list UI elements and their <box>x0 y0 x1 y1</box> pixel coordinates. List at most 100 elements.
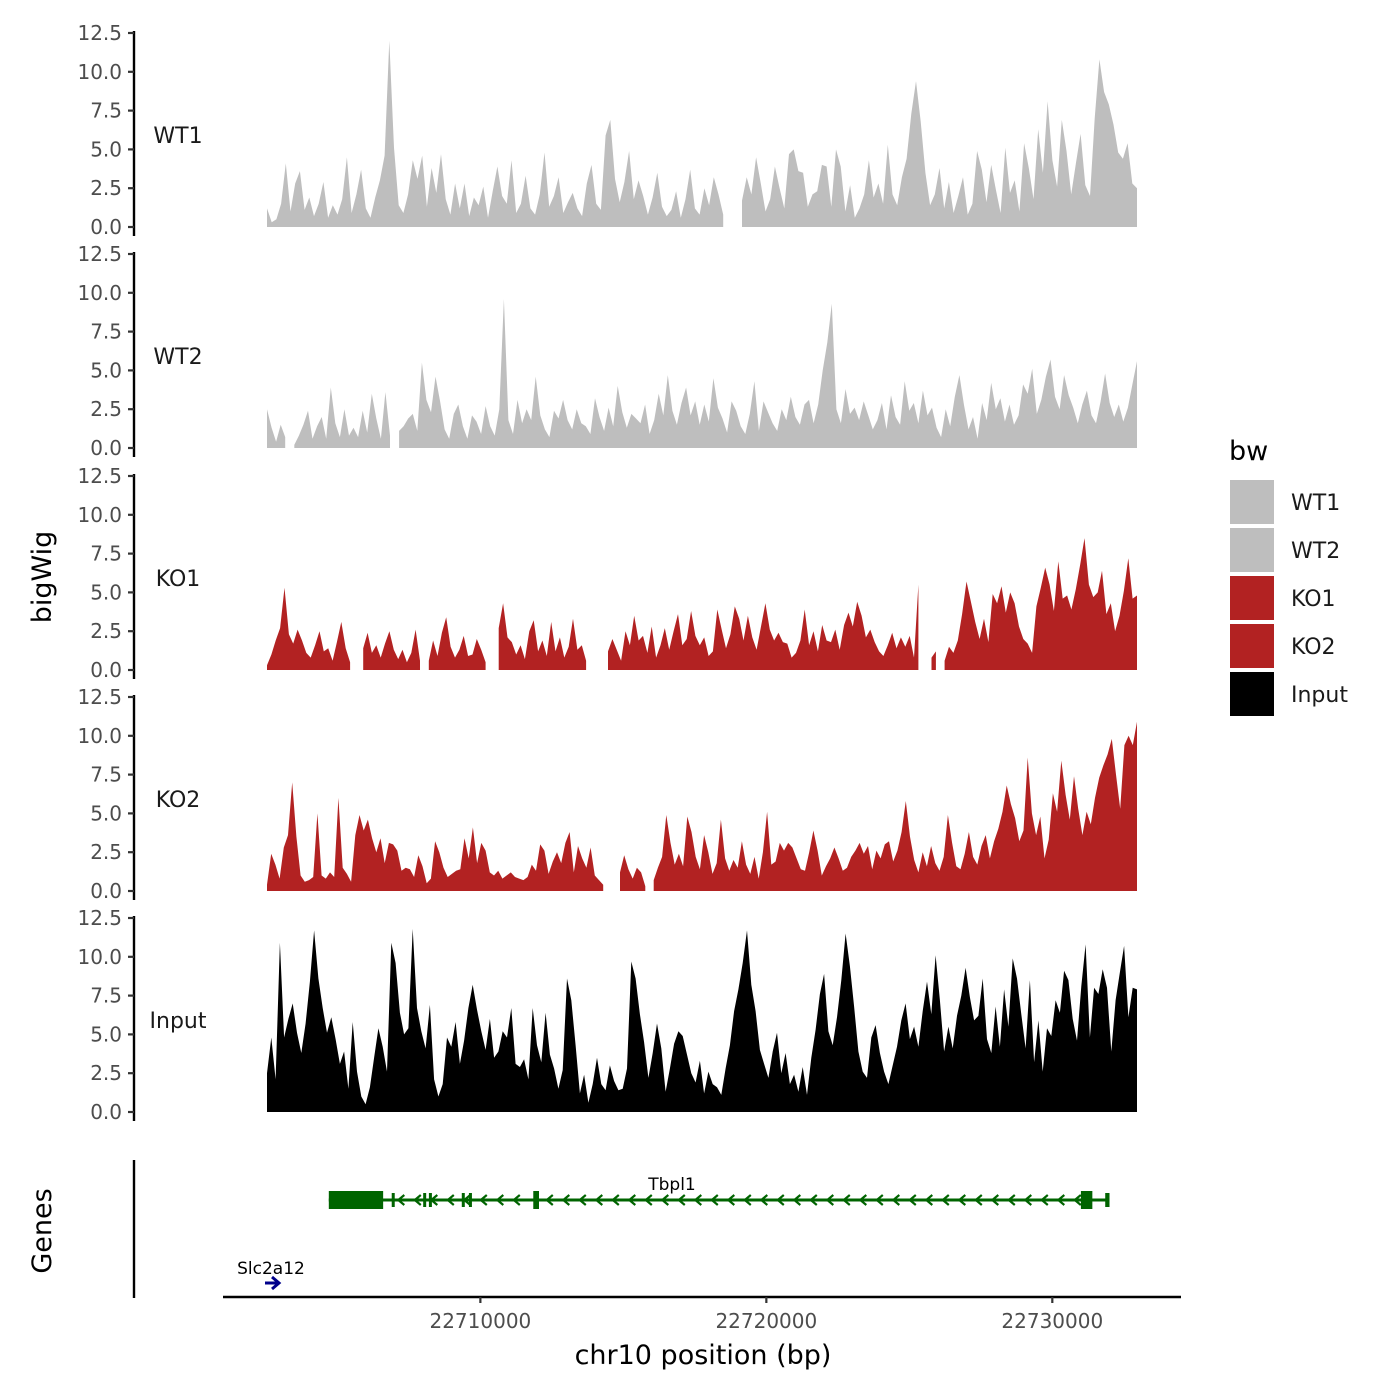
legend-key-ko1 <box>1230 576 1274 620</box>
strand-arrow <box>710 1194 719 1206</box>
coverage-area-wt2 <box>294 387 390 448</box>
strand-arrow <box>1073 1194 1082 1206</box>
genes-axis-title: Genes <box>27 1188 58 1273</box>
gene-exon <box>468 1193 472 1207</box>
gene-exon <box>423 1193 427 1207</box>
strand-arrow <box>990 1194 1000 1206</box>
gene-label-tbpl1: Tbpl1 <box>647 1175 696 1195</box>
y-tick-label: 0.0 <box>90 1100 122 1124</box>
coverage-area-ko1 <box>608 584 919 670</box>
strand-arrow <box>429 1194 439 1206</box>
x-axis-title: chr10 position (bp) <box>575 1340 832 1371</box>
strand-arrow <box>561 1194 571 1206</box>
coverage-area-ko2 <box>620 855 646 891</box>
strand-arrow <box>413 1194 422 1206</box>
strand-arrow <box>1023 1194 1033 1206</box>
legend-key-ko2 <box>1230 624 1274 668</box>
strand-arrow <box>479 1194 488 1206</box>
y-tick-label: 10.0 <box>77 281 122 305</box>
coverage-area-ko2 <box>267 782 604 891</box>
gene-exon <box>391 1193 395 1207</box>
strand-arrow <box>644 1194 653 1206</box>
track-wt1: 0.0 2.5 5.0 7.5 10.0 12.5 WT1 <box>77 21 1137 239</box>
strand-arrow <box>726 1194 736 1206</box>
strand-arrow <box>446 1194 455 1206</box>
strand-arrow <box>611 1194 620 1206</box>
strand-arrow <box>495 1194 505 1206</box>
legend-key-wt1 <box>1230 480 1274 524</box>
y-tick-label: 5.0 <box>90 358 122 382</box>
y-tick-label: 12.5 <box>77 906 122 930</box>
strand-arrow <box>1007 1194 1016 1206</box>
strand-arrow <box>578 1194 587 1206</box>
track-label: WT1 <box>153 124 202 149</box>
legend-label-wt1: WT1 <box>1291 491 1340 516</box>
coverage-area-input <box>267 928 1137 1112</box>
strand-arrow <box>957 1194 967 1206</box>
legend-label-ko2: KO2 <box>1291 635 1336 660</box>
y-tick-label: 2.5 <box>90 1061 122 1085</box>
track-label: Input <box>150 1009 207 1034</box>
strand-arrow <box>759 1194 769 1206</box>
coverage-area-ko1 <box>931 651 936 670</box>
x-tick-label: 22720000 <box>715 1309 817 1333</box>
strand-arrow <box>974 1194 983 1206</box>
x-tick-label: 22730000 <box>1001 1309 1103 1333</box>
track-label: WT2 <box>153 345 202 370</box>
strand-arrow <box>825 1194 835 1206</box>
coverage-area-wt1 <box>267 40 724 227</box>
strand-arrow <box>462 1194 472 1206</box>
coverage-area-wt2 <box>399 299 1138 448</box>
strand-arrow <box>941 1194 950 1206</box>
x-tick-label: 22710000 <box>429 1309 531 1333</box>
y-tick-label: 12.5 <box>77 464 122 488</box>
strand-arrow <box>512 1194 521 1206</box>
strand-arrow <box>858 1194 868 1206</box>
legend: bw WT1 WT2 KO1 KO2 Input <box>1229 436 1348 716</box>
strand-arrow <box>743 1194 752 1206</box>
gene-exon <box>533 1191 539 1209</box>
coverage-area-ko2 <box>653 721 1137 891</box>
y-tick-label: 5.0 <box>90 580 122 604</box>
strand-arrow <box>660 1194 670 1206</box>
coverage-area-ko1 <box>267 587 351 670</box>
strand-arrow <box>545 1194 554 1206</box>
gene-tbpl1: Tbpl1 <box>328 1175 1110 1209</box>
coverage-area-wt2 <box>267 409 286 448</box>
gene-exon <box>1080 1191 1093 1209</box>
strand-arrow <box>842 1194 851 1206</box>
y-tick-label: 12.5 <box>77 685 122 709</box>
strand-arrow <box>677 1194 686 1206</box>
y-tick-label: 10.0 <box>77 724 122 748</box>
y-tick-label: 0.0 <box>90 215 122 239</box>
strand-arrow <box>693 1194 703 1206</box>
coverage-tracks: 0.0 2.5 5.0 7.5 10.0 12.5 WT1 0.0 2.5 5.0 7.5 10.0 1… <box>77 21 1138 1124</box>
strand-arrow <box>776 1194 785 1206</box>
track-wt2: 0.0 2.5 5.0 7.5 10.0 12.5 WT2 <box>77 242 1138 460</box>
strand-arrow <box>809 1194 818 1206</box>
strand-arrow <box>594 1194 604 1206</box>
strand-arrow <box>875 1194 884 1206</box>
strand-arrow <box>924 1194 934 1206</box>
y-tick-label: 10.0 <box>77 503 122 527</box>
y-tick-label: 5.0 <box>90 137 122 161</box>
gene-exon <box>328 1191 384 1209</box>
coverage-area-ko1 <box>944 538 1137 670</box>
legend-label-ko1: KO1 <box>1291 587 1336 612</box>
legend-title: bw <box>1229 436 1268 467</box>
gene-exon <box>1105 1193 1110 1207</box>
genes-panel: Tbpl1 Slc2a12 <box>132 1160 1110 1298</box>
gene-slc2a12: Slc2a12 <box>237 1259 305 1291</box>
track-label: KO1 <box>156 567 201 592</box>
y-tick-label: 2.5 <box>90 840 122 864</box>
strand-arrow <box>792 1194 802 1206</box>
legend-label-wt2: WT2 <box>1291 539 1340 564</box>
y-tick-label: 5.0 <box>90 801 122 825</box>
coverage-area-ko1 <box>428 617 486 670</box>
y-tick-label: 5.0 <box>90 1022 122 1046</box>
strand-arrow <box>1056 1194 1066 1206</box>
track-ko1: 0.0 2.5 5.0 7.5 10.0 12.5 KO1 <box>77 464 1137 682</box>
y-tick-label: 12.5 <box>77 21 122 45</box>
strand-arrow <box>396 1194 406 1206</box>
